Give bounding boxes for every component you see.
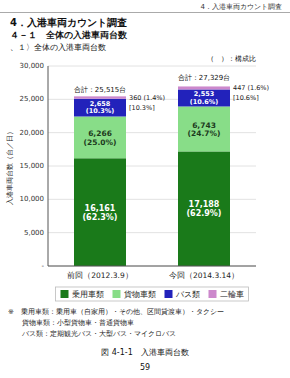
data-labels: 16,161(62.3%) 17,188(62.9%) 6,266(25.0%) 6,… (82, 84, 269, 221)
data-label-line: 447 (1.6%) (233, 84, 269, 92)
legend-item: 二輪車 (209, 290, 244, 299)
legend-item: バス類 (165, 290, 200, 299)
data-label-line: (10.3%) (86, 107, 115, 115)
data-label-line: (62.3%) (82, 212, 117, 221)
header-rule (0, 12, 290, 13)
data-label: 2,658(10.3%) (86, 100, 115, 115)
footnote: 貨物車類：小型貨物車・普通貨物車 (8, 318, 134, 327)
y-tick-label: 25,000 (20, 95, 45, 103)
bars (74, 86, 230, 266)
legend-swatch (165, 290, 173, 298)
legend-label: 二輪車 (220, 290, 244, 299)
bar-segment (178, 86, 230, 89)
data-label-line: (10.6%) (190, 98, 219, 106)
data-label: 2,553(10.6%) (190, 90, 219, 105)
legend: 乗用車類 貨物車類 バス類 二輪車 (56, 287, 249, 301)
y-axis-line (48, 66, 49, 266)
grid (48, 66, 256, 266)
legend-label: バス類 (175, 290, 200, 299)
bar-segment (178, 89, 230, 106)
footnote: バス類：定期観光バス・大型バス・マイクロバス (8, 330, 176, 338)
title: 4．入港車両カウント調査 (10, 17, 127, 28)
bar-segment (74, 96, 126, 98)
bar-segment (178, 151, 230, 266)
data-label-line: 360 (1.4%) (129, 94, 165, 102)
total-label: 合計：25,515台 (74, 86, 127, 94)
data-label: 360 (1.4%) (129, 94, 165, 102)
bar-segment (178, 106, 230, 151)
page-header: 4．入港車両カウント調査 (201, 3, 282, 11)
data-label-line: 17,188 (189, 200, 220, 209)
y-tick-label: 15,000 (20, 162, 45, 170)
subtitle: 、１〉全体の入港車両台数 (10, 43, 106, 52)
data-label: 6,743(24.7%) (188, 120, 221, 138)
y-axis-label: 入港車両台数（台／日） (6, 128, 14, 205)
x-tick-label: 今回（2014.3.14） (169, 271, 239, 280)
caption: 図 4-1-1 入港車両台数 (101, 348, 189, 357)
legend-item: 乗用車類 (61, 290, 104, 299)
y-tick-label: 20,000 (20, 129, 45, 137)
data-label: 17,188(62.9%) (186, 200, 221, 218)
annotation: [10.6%] (233, 94, 259, 102)
x-axis-line (48, 266, 256, 267)
annotation: [10.3%] (129, 104, 155, 112)
data-label-line: (25.0%) (84, 137, 117, 146)
data-label: 6,266(25.0%) (84, 129, 117, 147)
legend-swatch (61, 290, 69, 298)
y-tick-label: - (41, 262, 44, 270)
legend-frame (56, 287, 249, 301)
footnote: ※ 乗用車類：乗用車（自家用）・その他、区間貸渡車）・タクシー (8, 308, 224, 316)
subtitle: ４－１ 全体の入港車両台数 (10, 30, 128, 40)
chart-root: 4．入港車両カウント調査 4．入港車両カウント調査 ４－１ 全体の入港車両台数、１〉… (0, 0, 290, 378)
legend-swatch (113, 290, 121, 298)
legend-swatch (209, 290, 217, 298)
data-label-line: 16,161 (85, 203, 116, 212)
legend-label: 貨物車類 (124, 290, 156, 299)
legend-label: 乗用車類 (72, 290, 104, 299)
grid-line (48, 266, 256, 267)
note: （ ）：構成比 (207, 55, 256, 63)
total-label: 合計：27,329台 (178, 74, 231, 82)
data-label: 16,161(62.3%) (82, 203, 117, 221)
legend-item: 貨物車類 (113, 290, 156, 299)
data-label: 447 (1.6%) (233, 84, 269, 92)
data-label-line: (62.9%) (186, 209, 221, 218)
grid-line (48, 66, 256, 67)
x-tick-label: 前回（2012.3.9） (67, 271, 132, 280)
y-tick-label: 5,000 (24, 229, 44, 237)
bar-segment (74, 99, 126, 117)
y-tick-label: 10,000 (20, 195, 45, 203)
page-number: 59 (140, 363, 150, 372)
y-tick-label: 30,000 (20, 62, 45, 70)
bar-segment (74, 158, 126, 266)
data-label-line: (24.7%) (188, 129, 221, 138)
bar-segment (74, 116, 126, 158)
